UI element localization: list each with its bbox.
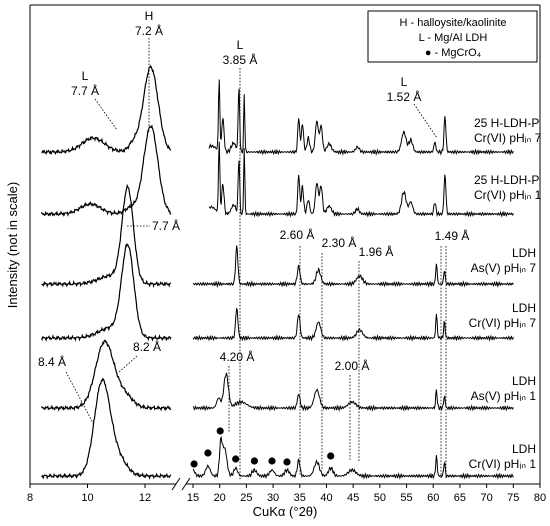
series-trace-6-high-angle <box>193 437 513 478</box>
series-group <box>42 66 514 478</box>
series-label-3-line1: LDH <box>512 246 536 260</box>
x-tick-label-20: 20 <box>214 492 226 504</box>
annotation-2-00: 2.00 Å <box>335 358 370 373</box>
mgcro4-marker-6 <box>268 457 275 464</box>
legend: H - halloysite/kaolinite L - Mg/Al LDH ●… <box>368 11 537 62</box>
series-trace-5-high-angle <box>193 374 513 411</box>
x-tick-label-75: 75 <box>507 492 519 504</box>
series-label-5-line2: As(V) pHᵢₙ 1 <box>471 389 537 403</box>
mgcro4-marker-1 <box>191 460 198 467</box>
ref-line-l-7-7 <box>95 99 117 130</box>
annotation-h-7-2-value: 7.2 Å <box>135 23 163 38</box>
x-tick-label-40: 40 <box>320 492 332 504</box>
series-label-2-line2: Cr(VI) pHᵢₙ 1 <box>474 188 542 202</box>
annotation-1-49: 1.49 Å <box>435 228 470 243</box>
mgcro4-marker-2 <box>204 449 211 456</box>
annotation-l-3-85-value: 3.85 Å <box>223 52 258 67</box>
x-tick-label-30: 30 <box>267 492 279 504</box>
annotation-1-96: 1.96 Å <box>359 244 394 259</box>
annotation-4-20: 4.20 Å <box>220 349 255 364</box>
series-label-6-line1: LDH <box>512 442 536 456</box>
series-trace-6-low-angle <box>42 379 171 478</box>
x-tick-label-50: 50 <box>374 492 386 504</box>
peak-annotations: H 7.2 Å L 7.7 Å L 3.85 Å L 1.52 Å 7.7 Å … <box>38 9 469 373</box>
ref-line-l-1-52 <box>414 104 437 138</box>
annotation-l-1-52-letter: L <box>401 75 408 89</box>
series-trace-4-high-angle <box>193 309 513 340</box>
series-trace-2-low-angle <box>42 126 171 215</box>
x-tick-label-25: 25 <box>240 492 252 504</box>
mgcro4-marker-7 <box>283 458 290 465</box>
annotation-7-7: 7.7 Å <box>152 218 180 233</box>
x-tick-label-8: 8 <box>27 492 33 504</box>
series-label-6-line2: Cr(VI) pHᵢₙ 1 <box>469 457 537 471</box>
series-label-4-line2: Cr(VI) pHᵢₙ 7 <box>469 316 537 330</box>
x-tick-label-80: 80 <box>534 492 546 504</box>
series-trace-3-low-angle <box>42 186 171 286</box>
x-tick-label-35: 35 <box>294 492 306 504</box>
series-trace-3-high-angle <box>193 246 513 287</box>
x-tick-label-60: 60 <box>427 492 439 504</box>
annotation-h-7-2-letter: H <box>145 9 154 23</box>
ref-line-8-2 <box>118 356 137 373</box>
legend-entry-halloysite: H - halloysite/kaolinite <box>400 17 507 29</box>
annotation-2-60: 2.60 Å <box>280 227 315 242</box>
series-labels: 25 H-LDH-P Cr(VI) pHᵢₙ 7 25 H-LDH-P Cr(V… <box>469 116 542 471</box>
series-trace-4-low-angle <box>42 244 171 340</box>
x-tick-label-10: 10 <box>81 492 93 504</box>
x-ticks: 8 10 12 15 20 25 30 35 40 45 50 55 60 65 70 75 80 <box>27 484 546 504</box>
annotation-8-2: 8.2 Å <box>133 339 161 354</box>
x-tick-label-70: 70 <box>480 492 492 504</box>
series-label-1-line2: Cr(VI) pHᵢₙ 7 <box>474 131 542 145</box>
x-tick-label-65: 65 <box>454 492 466 504</box>
series-trace-1-high-angle <box>209 80 513 155</box>
series-label-4-line1: LDH <box>512 301 536 315</box>
ref-line-8-4 <box>66 372 94 425</box>
x-tick-label-12: 12 <box>139 492 151 504</box>
x-tick-label-45: 45 <box>347 492 359 504</box>
x-axis-title: CuKα (°2θ) <box>253 504 318 519</box>
legend-entry-ldh: L - Mg/Al LDH <box>419 32 488 44</box>
series-label-2-line1: 25 H-LDH-P <box>474 173 539 187</box>
series-label-5-line1: LDH <box>512 374 536 388</box>
annotation-2-30: 2.30 Å <box>322 235 357 250</box>
mgcro4-marker-3 <box>217 427 224 434</box>
x-tick-label-55: 55 <box>400 492 412 504</box>
mgcro4-markers <box>191 427 335 467</box>
annotation-l-1-52-value: 1.52 Å <box>387 89 422 104</box>
reference-lines <box>66 38 446 480</box>
legend-entry-mgcro4: ● - MgCrO₄ <box>425 47 482 59</box>
annotation-8-4: 8.4 Å <box>38 354 66 369</box>
mgcro4-marker-5 <box>251 457 258 464</box>
x-tick-label-15: 15 <box>187 492 199 504</box>
y-axis-title: Intensity (not in scale) <box>5 182 20 308</box>
mgcro4-marker-4 <box>232 455 239 462</box>
annotation-l-3-85-letter: L <box>237 38 244 52</box>
series-trace-1-low-angle <box>42 66 171 154</box>
series-label-3-line2: As(V) pHᵢₙ 7 <box>471 261 537 275</box>
series-trace-2-high-angle <box>209 142 513 216</box>
mgcro4-marker-8 <box>327 452 334 459</box>
series-label-1-line1: 25 H-LDH-P <box>474 116 539 130</box>
annotation-l-7-7-value: 7.7 Å <box>71 83 99 98</box>
annotation-l-7-7-letter: L <box>82 69 89 83</box>
